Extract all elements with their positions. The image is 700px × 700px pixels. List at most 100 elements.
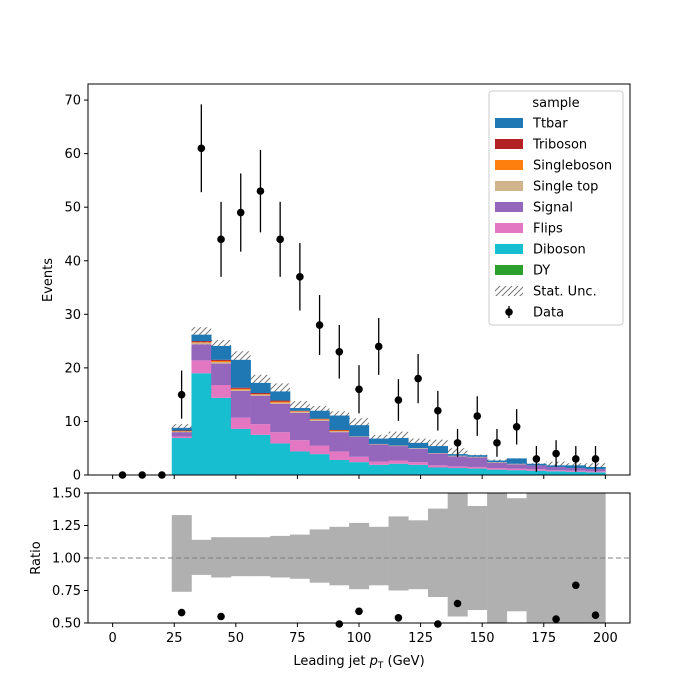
bar-triboson	[171, 430, 192, 432]
bar-ttbar	[467, 455, 488, 457]
bar-diboson	[447, 468, 468, 475]
bar-signal	[250, 395, 271, 425]
bar-diboson	[565, 471, 586, 475]
stat-unc-bin	[388, 431, 409, 442]
bar-signal	[447, 456, 468, 467]
ratio-unc-bin	[506, 498, 527, 612]
main-y-tick-label: 50	[64, 201, 81, 216]
bar-single-top	[230, 389, 251, 391]
ratio-x-tick-label: 150	[470, 631, 495, 646]
bar-signal	[546, 466, 567, 471]
ratio-x-ticks: 0 25 50 75 100 125 150 175 200	[108, 623, 618, 646]
bar-ttbar	[290, 408, 311, 411]
bar-triboson	[290, 410, 311, 412]
ratio-point	[355, 607, 363, 616]
bar-single-top	[290, 411, 311, 413]
bar-signal	[467, 457, 488, 467]
data-point	[197, 144, 206, 153]
bar-signal	[349, 436, 370, 457]
ratio-y-tick-label: 1.00	[52, 552, 81, 567]
legend: sample Ttbar Triboson Singleboson Single to…	[488, 90, 624, 326]
legend-swatch-stat-unc	[495, 286, 523, 296]
bar-single-top	[171, 431, 192, 433]
ratio-y-tick-label: 0.50	[52, 617, 81, 632]
bar-diboson	[546, 471, 567, 475]
bar-ttbar	[487, 460, 508, 463]
ratio-unc-bin	[230, 537, 251, 577]
bar-diboson	[171, 438, 192, 475]
bar-ttbar	[427, 446, 448, 454]
bar-single-top	[506, 463, 527, 465]
bar-signal	[230, 390, 251, 418]
stacked-histogram	[171, 334, 606, 475]
bar-diboson	[487, 469, 508, 475]
data-point	[217, 235, 225, 244]
data-point	[177, 390, 186, 399]
legend-swatch	[495, 265, 523, 275]
bar-triboson	[250, 393, 271, 395]
ratio-x-tick-label: 25	[166, 631, 183, 646]
bar-singleboson	[230, 388, 251, 390]
ratio-y-tick-label: 1.25	[52, 519, 81, 534]
legend-label: Signal	[533, 201, 573, 216]
bar-flips	[487, 468, 508, 470]
ratio-x-tick-label: 175	[531, 631, 556, 646]
bar-signal	[427, 453, 448, 466]
bar-diboson	[270, 443, 291, 475]
bar-flips	[447, 466, 468, 469]
main-y-tick-label: 20	[64, 361, 81, 376]
bar-single-top	[487, 462, 508, 463]
stat-unc-bin	[427, 439, 448, 451]
ratio-x-tick-label: 100	[347, 631, 372, 646]
data-points	[118, 104, 600, 479]
legend-label: Singleboson	[533, 159, 612, 174]
ratio-unc-bin	[211, 537, 232, 578]
stat-unc-bin	[290, 401, 310, 411]
bar-singleboson	[329, 430, 350, 432]
x-axis-label: Leading jet pT (GeV)	[293, 654, 424, 671]
bar-ttbar	[506, 458, 527, 464]
bar-diboson	[230, 428, 251, 475]
bar-diboson	[427, 467, 448, 475]
bar-triboson	[230, 387, 251, 389]
bar-ttbar	[230, 359, 251, 388]
bar-signal	[191, 344, 212, 361]
bar-singleboson	[309, 419, 330, 420]
legend-swatch	[495, 223, 523, 233]
bar-signal	[487, 462, 508, 469]
ratio-point	[335, 620, 344, 628]
bar-singleboson	[290, 411, 311, 412]
bar-single-top	[250, 394, 271, 396]
ratio-point	[434, 620, 442, 628]
ratio-unc-bin	[309, 529, 330, 583]
legend-label: Single top	[533, 180, 598, 195]
ratio-unc-bin	[270, 535, 291, 578]
legend-title: sample	[532, 96, 579, 111]
bar-diboson	[349, 462, 370, 475]
bar-diboson	[526, 470, 547, 475]
stat-unc-bin	[250, 374, 271, 385]
bar-flips	[467, 466, 488, 469]
data-point	[473, 412, 482, 420]
data-point	[296, 273, 304, 281]
data-point	[532, 455, 541, 463]
bar-diboson	[388, 463, 409, 475]
bar-singleboson	[250, 394, 271, 395]
ratio-point	[394, 614, 403, 622]
bar-ttbar	[211, 345, 232, 360]
ratio-point	[591, 611, 600, 619]
bar-signal	[211, 363, 232, 386]
ratio-unc-bin	[329, 526, 350, 586]
bar-ttbar	[309, 410, 330, 419]
legend-label: Stat. Unc.	[533, 285, 597, 300]
bar-diboson	[290, 451, 311, 475]
ratio-unc-bin	[349, 522, 370, 590]
ratio-unc-bin	[467, 506, 488, 610]
ratio-x-tick-label: 50	[228, 631, 245, 646]
ratio-unc-bin	[250, 537, 271, 577]
bar-flips	[368, 461, 389, 465]
bar-signal	[368, 444, 389, 462]
bar-single-top	[349, 436, 370, 437]
bar-ttbar	[191, 334, 212, 342]
bar-signal	[309, 420, 330, 446]
